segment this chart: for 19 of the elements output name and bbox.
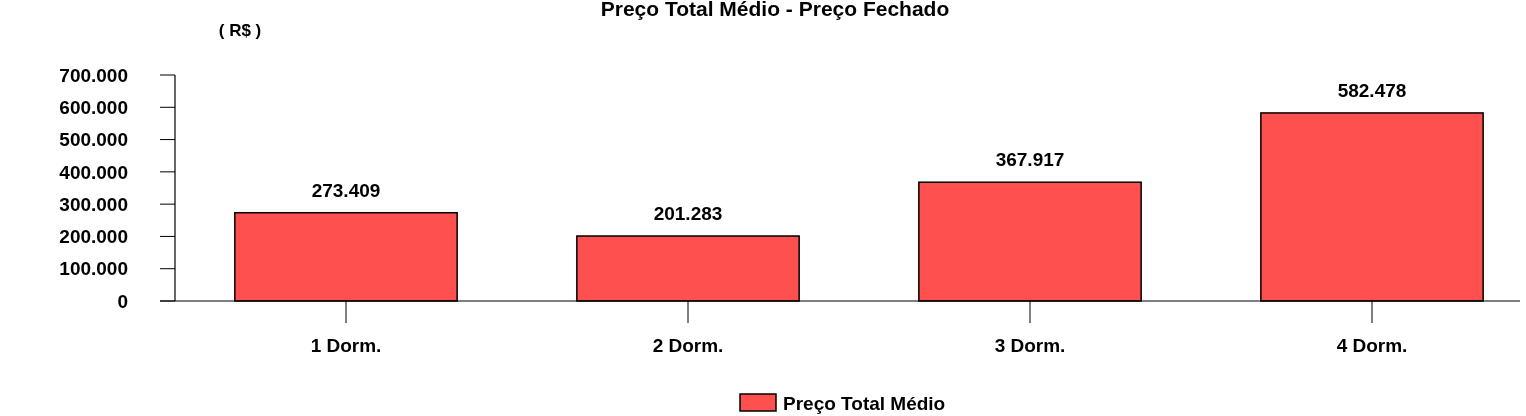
x-tick-label: 1 Dorm. [310,335,382,356]
data-label: 273.409 [311,179,381,201]
y-tick-label: 300.000 [59,193,128,215]
chart-title: Preço Total Médio - Preço Fechado [600,0,950,20]
data-label: 201.283 [653,203,723,225]
y-tick-label: 100.000 [59,258,128,280]
data-label: 367.917 [995,149,1065,171]
y-tick-label: 600.000 [59,96,128,118]
x-tick-label: 2 Dorm. [652,335,724,356]
legend-label: Preço Total Médio [783,392,946,414]
y-tick-label: 700.000 [59,64,128,86]
data-label: 582.478 [1337,79,1407,101]
x-tick-label: 3 Dorm. [994,335,1066,356]
x-tick-label: 4 Dorm. [1336,335,1408,356]
y-tick-label: 200.000 [59,226,128,248]
y-tick-label: 0 [117,290,128,312]
y-tick-label: 500.000 [59,129,128,151]
y-tick-label: 400.000 [59,161,128,183]
y-axis-title: ( R$ ) [218,21,262,40]
